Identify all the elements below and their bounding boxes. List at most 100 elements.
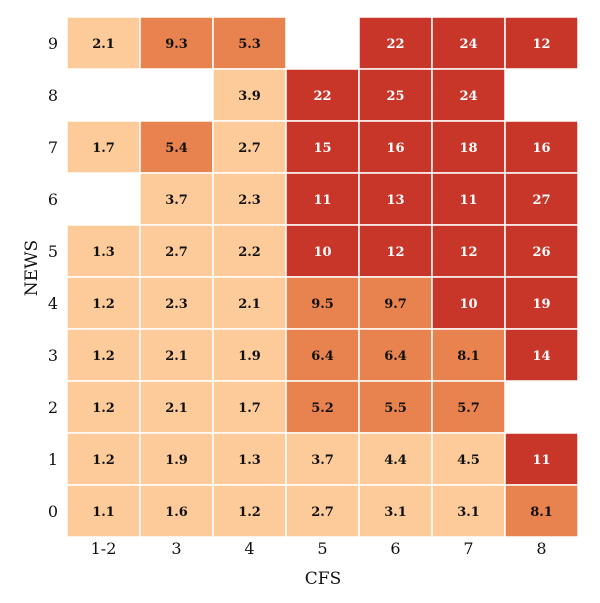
- heatmap-cell: [504, 276, 579, 330]
- cell-value-label: 5.2: [311, 401, 334, 416]
- cell-value-label: 10: [459, 297, 477, 312]
- y-axis-ticks: 9 8 7 6 5 4 3 2 1 0: [48, 34, 58, 521]
- y-tick-label: 8: [48, 86, 58, 105]
- cell-value-label: 25: [386, 89, 404, 104]
- cell-value-label: 2.1: [238, 297, 261, 312]
- heatmap-cell: [431, 224, 506, 278]
- cell-value-label: 2.3: [165, 297, 188, 312]
- y-tick-label: 3: [48, 346, 58, 365]
- y-tick-label: 0: [48, 502, 58, 521]
- heatmap-cell: [358, 224, 433, 278]
- heatmap-cell: [504, 484, 579, 538]
- cell-value-label: 5.4: [165, 141, 188, 156]
- cell-value-label: 24: [459, 37, 477, 52]
- cell-value-label: 11: [313, 193, 331, 208]
- heatmap-cell: [358, 432, 433, 486]
- cell-value-label: 3.1: [384, 505, 407, 520]
- x-tick-label: 4: [244, 539, 254, 558]
- cell-value-label: 4.5: [457, 453, 480, 468]
- cell-value-label: 11: [459, 193, 477, 208]
- cell-value-label: 1.2: [92, 297, 115, 312]
- heatmap-cell: [212, 172, 287, 226]
- cell-value-label: 1.3: [92, 245, 115, 260]
- cell-value-label: 3.9: [238, 89, 261, 104]
- y-axis-title: NEWS: [22, 240, 42, 296]
- heatmap-cell: [285, 120, 360, 174]
- cell-value-label: 1.2: [92, 401, 115, 416]
- heatmap-cell: [358, 172, 433, 226]
- heatmap-cell: [66, 380, 141, 434]
- cell-value-label: 27: [532, 193, 550, 208]
- cell-value-label: 1.6: [165, 505, 188, 520]
- heatmap-cells: 2.1 9.3 5.3 22 24 12 3.9 22 25 24 1.7 5.4 2.7 15 16 18 1…: [66, 16, 579, 538]
- cell-value-label: 24: [459, 89, 477, 104]
- heatmap-cell: [66, 276, 141, 330]
- heatmap-cell: [285, 380, 360, 434]
- y-tick-label: 4: [48, 294, 58, 313]
- heatmap-cell: [212, 380, 287, 434]
- cell-value-label: 19: [532, 297, 550, 312]
- x-axis-ticks: 1-2 3 4 5 6 7 8: [91, 539, 547, 558]
- heatmap-cell: [358, 484, 433, 538]
- heatmap-cell: [285, 432, 360, 486]
- y-tick-label: 5: [48, 242, 58, 261]
- heatmap-cell: [139, 16, 214, 70]
- cell-value-label: 14: [532, 349, 550, 364]
- heatmap-cell: [139, 380, 214, 434]
- cell-value-label: 2.1: [92, 37, 115, 52]
- heatmap-cell: [431, 68, 506, 122]
- x-tick-label: 8: [536, 539, 546, 558]
- heatmap-cell: [212, 484, 287, 538]
- x-tick-label: 3: [171, 539, 181, 558]
- cell-value-label: 15: [313, 141, 331, 156]
- y-tick-label: 7: [48, 138, 58, 157]
- heatmap-cell: [285, 484, 360, 538]
- x-tick-label: 7: [463, 539, 473, 558]
- heatmap-cell: [212, 432, 287, 486]
- cell-value-label: 5.3: [238, 37, 261, 52]
- cell-value-label: 10: [313, 245, 331, 260]
- heatmap-cell: [358, 380, 433, 434]
- cell-value-label: 5.5: [384, 401, 407, 416]
- heatmap-cell: [504, 172, 579, 226]
- cell-value-label: 3.7: [165, 193, 188, 208]
- cell-value-label: 13: [386, 193, 404, 208]
- cell-value-label: 26: [532, 245, 550, 260]
- cell-value-label: 5.7: [457, 401, 480, 416]
- heatmap-cell: [285, 172, 360, 226]
- cell-value-label: 9.5: [311, 297, 334, 312]
- heatmap-cell: [139, 172, 214, 226]
- cell-value-label: 8.1: [457, 349, 480, 364]
- heatmap-cell: [285, 68, 360, 122]
- cell-value-label: 16: [532, 141, 550, 156]
- cell-value-label: 4.4: [384, 453, 407, 468]
- cell-value-label: 11: [532, 453, 550, 468]
- cell-value-label: 16: [386, 141, 404, 156]
- cell-value-label: 1.9: [165, 453, 188, 468]
- cell-value-label: 22: [386, 37, 404, 52]
- cell-value-label: 6.4: [384, 349, 407, 364]
- y-tick-label: 9: [48, 34, 58, 53]
- heatmap-cell: [504, 120, 579, 174]
- cell-value-label: 1.7: [238, 401, 261, 416]
- heatmap-cell: [358, 328, 433, 382]
- heatmap-cell: [431, 120, 506, 174]
- x-tick-label: 6: [390, 539, 400, 558]
- cell-value-label: 1.2: [238, 505, 261, 520]
- x-tick-label: 1-2: [91, 539, 117, 558]
- heatmap-cell: [431, 380, 506, 434]
- heatmap-cell: [139, 484, 214, 538]
- cell-value-label: 1.3: [238, 453, 261, 468]
- cell-value-label: 1.1: [92, 505, 115, 520]
- heatmap-cell: [504, 16, 579, 70]
- y-tick-label: 6: [48, 190, 58, 209]
- cell-value-label: 8.1: [530, 505, 553, 520]
- cell-value-label: 1.9: [238, 349, 261, 364]
- heatmap-cell: [431, 172, 506, 226]
- cell-value-label: 1.2: [92, 349, 115, 364]
- cell-value-label: 22: [313, 89, 331, 104]
- cell-value-label: 9.7: [384, 297, 407, 312]
- cell-value-label: 2.1: [165, 401, 188, 416]
- heatmap-cell: [66, 432, 141, 486]
